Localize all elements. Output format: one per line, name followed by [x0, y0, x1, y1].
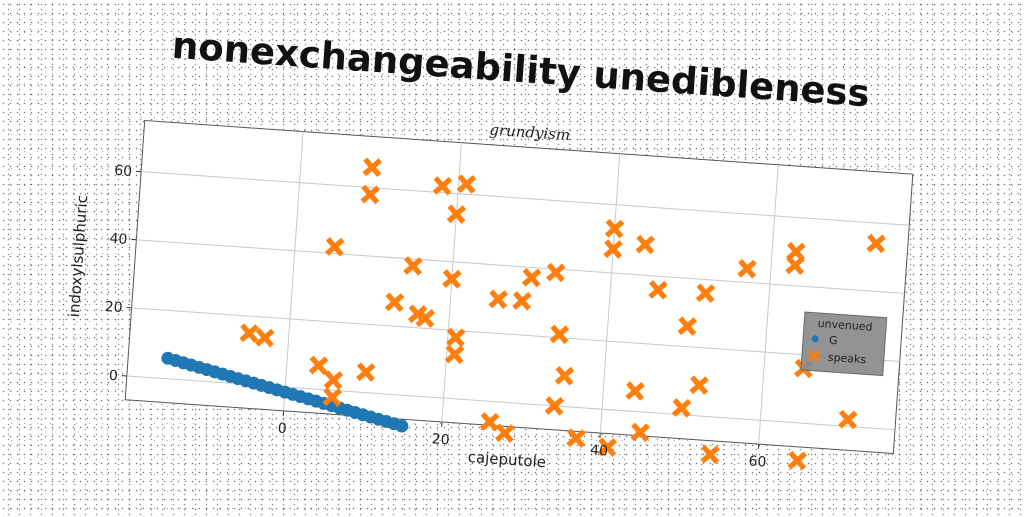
x-axis-label: cajeputole [467, 448, 546, 471]
data-point-speaks [700, 444, 720, 464]
x-tick-label: 0 [277, 421, 287, 438]
x-tick-label: 40 [590, 442, 609, 459]
y-tick-label: 40 [109, 231, 128, 248]
chart-title: nonexchangeability unedibleness [171, 24, 871, 116]
y-tick-label: 60 [114, 163, 133, 180]
data-point-speaks [787, 450, 807, 470]
x-tick-label: 60 [748, 453, 767, 470]
y-tick-label: 20 [104, 299, 123, 316]
y-tick-label: 0 [108, 368, 118, 385]
x-tick-label: 20 [431, 431, 450, 448]
chart-subtitle: grundyism [489, 121, 571, 145]
legend-label-G: G [829, 334, 838, 348]
y-axis-label: indoxylsulphuric [65, 194, 91, 317]
legend-label-speaks: speaks [827, 351, 866, 367]
